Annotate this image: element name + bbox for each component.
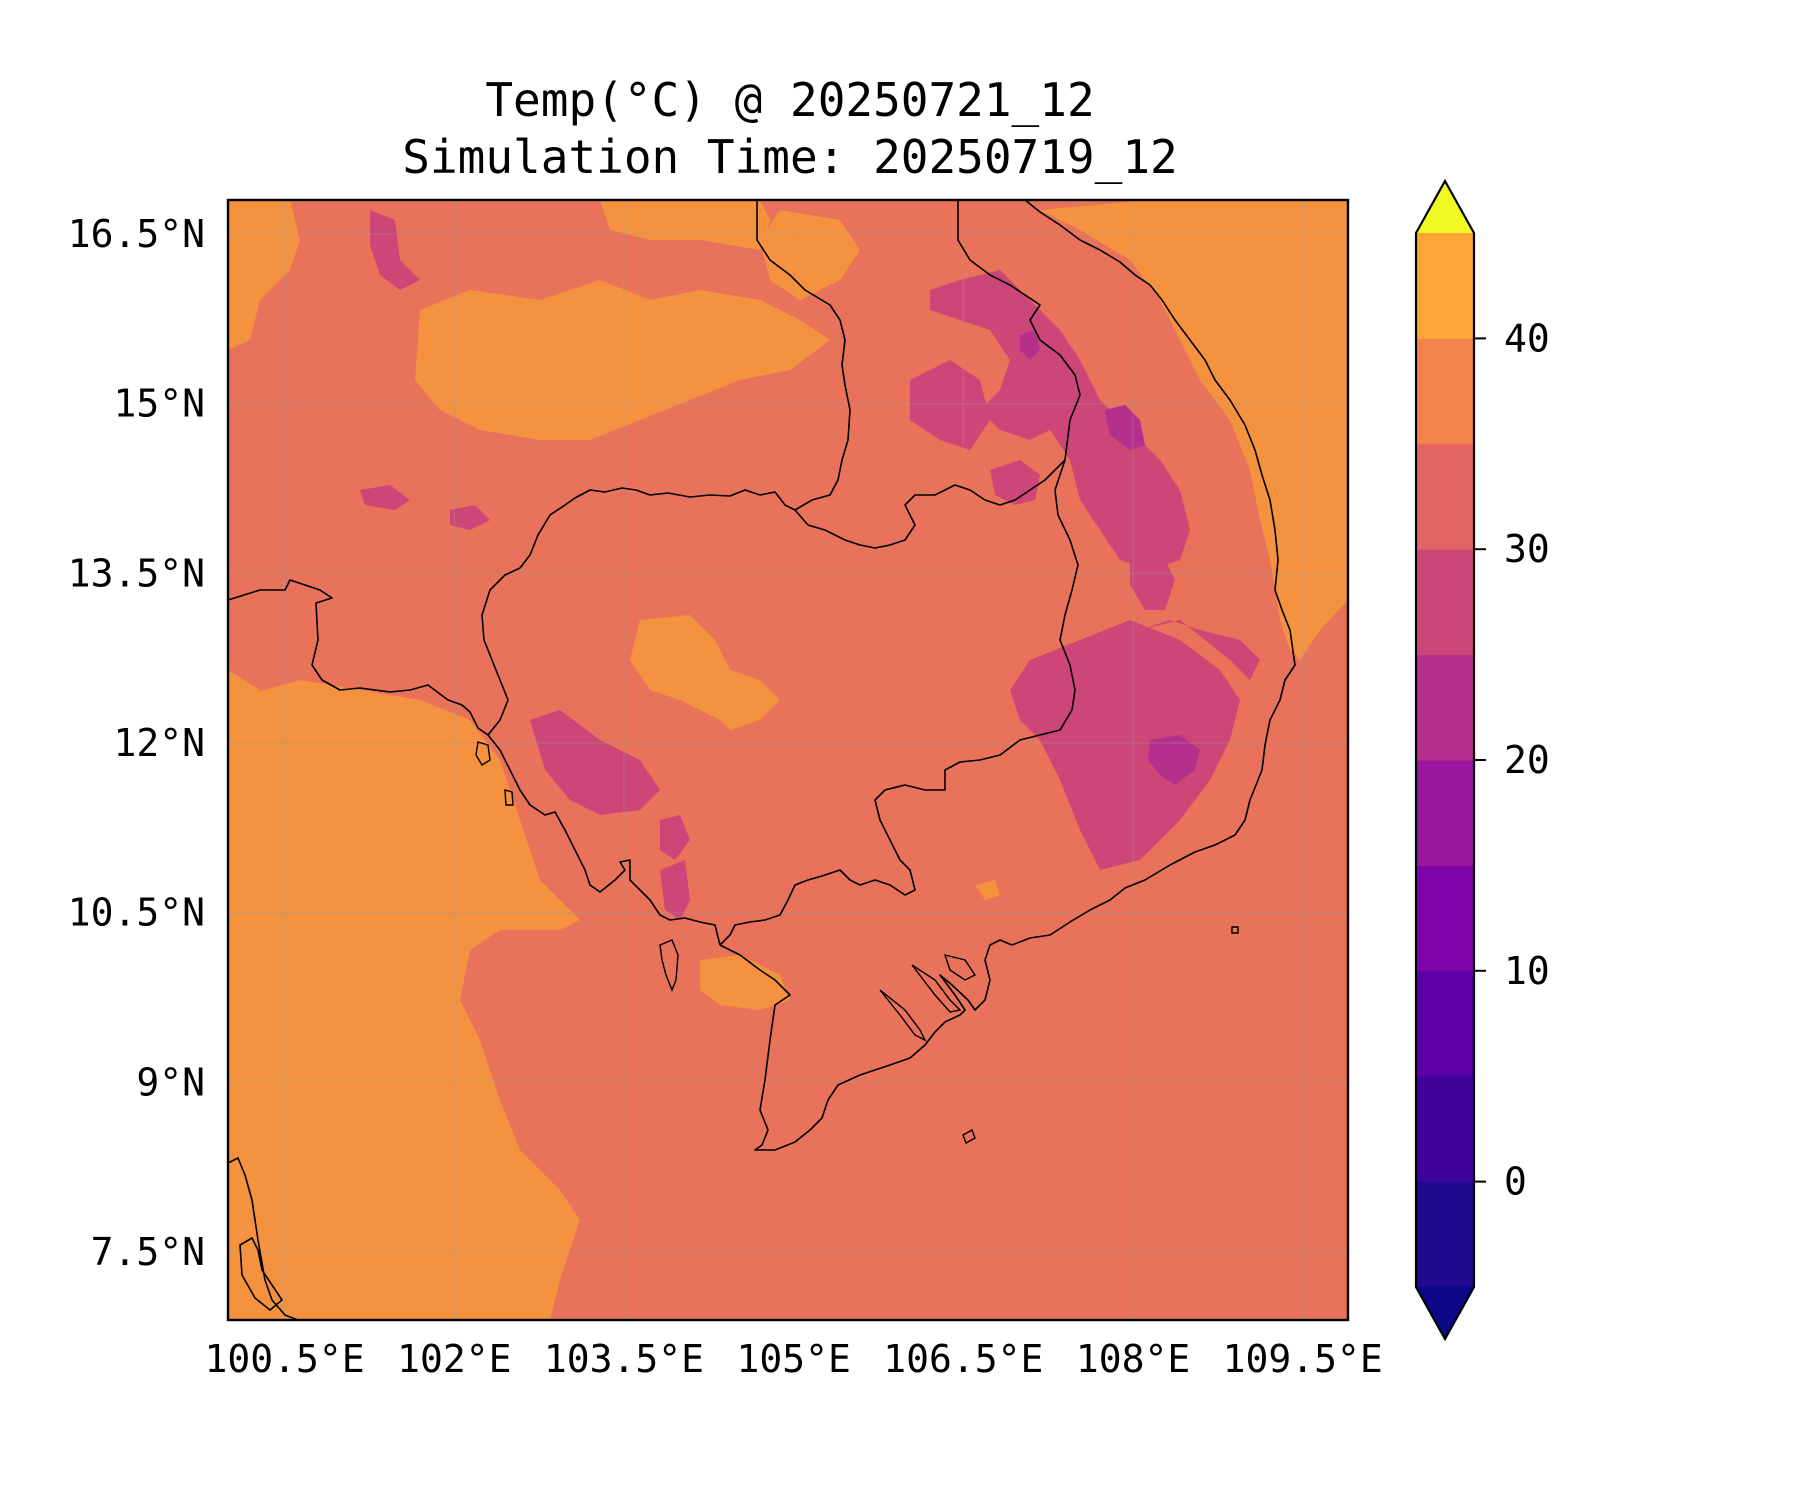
contour-region xyxy=(700,955,790,1010)
coastline-cambodia xyxy=(487,734,721,946)
island-small xyxy=(504,789,514,806)
colorbar-tick-label: 30 xyxy=(1504,527,1550,571)
lat-tick-label: 9°N xyxy=(136,1060,205,1104)
contour-region xyxy=(600,200,770,250)
map-subtitle: Simulation Time: 20250719_12 xyxy=(402,130,1177,184)
border-thailand-laos xyxy=(756,200,851,511)
lon-tick-label: 103.5°E xyxy=(544,1337,704,1381)
coastline-gulf-west xyxy=(228,1157,299,1320)
colorbar-segment xyxy=(1416,760,1474,866)
colorbar: 0 10 20 30 40 xyxy=(1414,178,1550,1342)
lon-tick-label: 106.5°E xyxy=(883,1337,1043,1381)
lon-tick-label: 102°E xyxy=(397,1337,511,1381)
lon-tick-label: 109.5°E xyxy=(1223,1337,1383,1381)
contour-region xyxy=(760,210,860,300)
contour-region xyxy=(360,485,410,510)
coastline-island-south xyxy=(239,1237,283,1311)
contour-region xyxy=(530,710,660,815)
lat-tick-label: 15°N xyxy=(113,382,205,426)
contour-region xyxy=(1040,200,1348,660)
border-thailand-cambodia xyxy=(481,487,796,736)
contour-region xyxy=(990,460,1040,505)
contour-region xyxy=(228,200,300,350)
colorbar-tick-label: 10 xyxy=(1504,949,1550,993)
contour-region xyxy=(910,360,990,450)
colorbar-segment xyxy=(1416,443,1474,550)
lat-tick-label: 12°N xyxy=(113,721,205,765)
contour-region xyxy=(1105,405,1145,450)
colorbar-segment xyxy=(1416,1181,1474,1288)
contour-region xyxy=(415,280,830,440)
colorbar-tick-label: 20 xyxy=(1504,738,1550,782)
contour-region xyxy=(1140,620,1260,680)
coastline-gulf-north xyxy=(228,579,489,736)
lon-tick-label: 105°E xyxy=(736,1337,850,1381)
lat-tick-label: 10.5°N xyxy=(68,891,205,935)
contour-region xyxy=(1148,735,1200,785)
colorbar-tick-label: 40 xyxy=(1504,316,1550,360)
contour-region xyxy=(1130,550,1175,610)
contour-region xyxy=(1110,485,1130,505)
contour-region xyxy=(660,860,690,920)
temperature-contours-30-35 xyxy=(228,200,1348,1320)
border-laos-vietnam xyxy=(957,200,1081,461)
colorbar-segment xyxy=(1416,338,1474,445)
lon-tick-label: 108°E xyxy=(1076,1337,1190,1381)
coastline-mekong-delta xyxy=(719,939,1013,1151)
lat-tick-label: 13.5°N xyxy=(68,551,205,595)
delta-island xyxy=(911,964,962,1013)
latitude-tick-labels: 7.5°N 9°N 10.5°N 12°N 13.5°N 15°N 16.5°N xyxy=(68,212,205,1274)
colorbar-segment xyxy=(1416,549,1474,656)
island-phu-quy xyxy=(1231,926,1239,934)
border-cambodia-vietnam xyxy=(719,459,1079,946)
contour-region xyxy=(450,505,490,530)
colorbar-segment xyxy=(1416,865,1474,972)
colorbar-extend-max xyxy=(1416,181,1474,233)
colorbar-segment xyxy=(1416,1076,1474,1183)
island-con-dao xyxy=(962,1128,976,1145)
lat-tick-label: 16.5°N xyxy=(68,212,205,256)
coastline-vietnam-east xyxy=(1011,200,1296,946)
contour-region xyxy=(1020,330,1040,360)
border-cambodia-laos xyxy=(794,459,1066,549)
colorbar-segment xyxy=(1416,970,1474,1077)
island-phu-quoc xyxy=(659,939,679,992)
colorbar-outline xyxy=(1414,178,1476,1342)
colorbar-extend-min xyxy=(1416,1287,1474,1339)
island-koh-kong xyxy=(475,741,491,766)
temperature-contours-20-25 xyxy=(360,210,1260,920)
map-title: Temp(°C) @ 20250721_12 xyxy=(485,73,1094,127)
map-axes xyxy=(228,200,1348,1320)
contour-region xyxy=(630,615,780,730)
map-gridlines xyxy=(228,200,1348,1320)
map-coastlines-and-borders xyxy=(228,200,1296,1320)
contour-region xyxy=(975,880,1000,900)
delta-island xyxy=(879,989,927,1042)
colorbar-segment xyxy=(1416,233,1474,339)
contour-region xyxy=(370,210,420,290)
temperature-contours-15-20 xyxy=(1020,330,1200,785)
colorbar-segment xyxy=(1416,654,1474,761)
map-frame xyxy=(226,198,1350,1322)
delta-island xyxy=(943,954,977,981)
contour-region xyxy=(1010,620,1240,870)
contour-region xyxy=(660,815,690,860)
colorbar-tick-label: 0 xyxy=(1504,1160,1527,1204)
longitude-tick-labels: 100.5°E 102°E 103.5°E 105°E 106.5°E 108°E 109.… xyxy=(204,1337,1382,1381)
lat-tick-label: 7.5°N xyxy=(91,1230,205,1274)
contour-region xyxy=(228,680,580,1320)
lon-tick-label: 100.5°E xyxy=(204,1337,364,1381)
